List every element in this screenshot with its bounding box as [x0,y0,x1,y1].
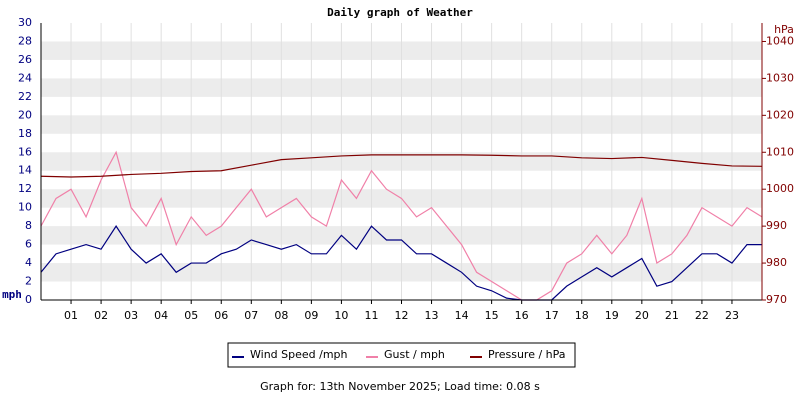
y-tick-label: 20 [18,108,32,121]
y-tick-label: 12 [18,182,32,195]
x-tick-label: 11 [364,309,378,322]
legend-label: Wind Speed /mph [250,348,348,361]
series-line [40,225,762,301]
legend-box [227,342,576,368]
x-tick-label: 16 [515,309,529,322]
y-tick-label: 18 [18,127,32,140]
y-tick-label: 24 [18,71,32,84]
y-tick-label: 28 [18,34,32,47]
y-axis-label: mph [2,288,22,301]
x-tick-label: 06 [214,309,228,322]
y2-tick-label: 1010 [766,145,794,158]
footnote: Graph for: 13th November 2025; Load time… [260,380,540,393]
x-tick-label: 14 [455,309,469,322]
x-tick-label: 18 [575,309,589,322]
y-tick-label: 14 [18,164,32,177]
x-tick-label: 12 [395,309,409,322]
y-tick-label: 6 [25,238,32,251]
y-tick-label: 10 [18,201,32,214]
legend-label: Gust / mph [384,348,445,361]
y-tick-label: 4 [25,256,32,269]
y-tick-label: 30 [18,16,32,29]
x-tick-label: 05 [184,309,198,322]
y2-tick-label: 1020 [766,108,794,121]
y2-tick-label: 980 [766,256,787,269]
series-line [40,154,763,178]
x-tick-label: 10 [334,309,348,322]
series-line [40,150,763,301]
x-tick-label: 09 [304,309,318,322]
y-tick-label: 26 [18,53,32,66]
x-tick-label: 20 [635,309,649,322]
x-tick-label: 04 [154,309,168,322]
y2-tick-label: 1040 [766,34,794,47]
x-tick-label: 13 [425,309,439,322]
x-tick-label: 01 [64,309,78,322]
y2-tick-label: 970 [766,293,787,306]
y2-axis-label: hPa [774,23,794,36]
y-tick-label: 2 [25,275,32,288]
y2-tick-label: 1030 [766,71,794,84]
y2-tick-label: 990 [766,219,787,232]
x-tick-label: 23 [725,309,739,322]
x-tick-label: 02 [94,309,108,322]
y-tick-label: 16 [18,145,32,158]
y-tick-label: 8 [25,219,32,232]
x-tick-label: 07 [244,309,258,322]
y2-tick-label: 1000 [766,182,794,195]
x-tick-label: 19 [605,309,619,322]
x-tick-label: 21 [665,309,679,322]
x-tick-label: 15 [485,309,499,322]
x-tick-label: 17 [545,309,559,322]
x-tick-label: 22 [695,309,709,322]
legend-label: Pressure / hPa [488,348,566,361]
chart-title: Daily graph of Weather [327,6,473,19]
x-tick-label: 03 [124,309,138,322]
y-tick-label: 22 [18,90,32,103]
y-tick-label: 0 [25,293,32,306]
x-tick-label: 08 [274,309,288,322]
